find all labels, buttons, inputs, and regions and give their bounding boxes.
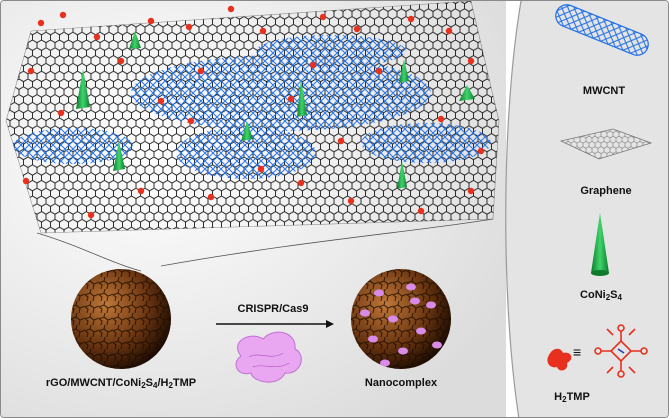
rgo-mwcnt-coni2s4-h2tmp-sphere: [71, 269, 171, 369]
mwcnt-bundle: [176, 127, 316, 179]
mwcnt-bundle: [256, 35, 406, 67]
h2tmp-dot: [57, 109, 65, 117]
h2tmp-dot: [297, 179, 305, 187]
cas9-spot: [374, 289, 384, 297]
coni2s4-legend-icon: [591, 213, 609, 276]
h2tmp-dot: [287, 95, 295, 103]
h2tmp-dot: [59, 11, 67, 19]
h2tmp-dot: [477, 147, 485, 155]
h2tmp-molecules: [22, 5, 485, 219]
graphene-legend-icon: [559, 128, 653, 160]
h2tmp-dot: [337, 137, 345, 145]
legend-panel-background: [505, 1, 668, 417]
h2tmp-dot: [185, 23, 193, 31]
h2tmp-dot: [467, 57, 475, 65]
start-material-label: rGO/MWCNT/CoNi2S4/H2TMP: [45, 377, 197, 390]
coni2s4-cones: [76, 31, 475, 189]
cas9-spot: [416, 327, 426, 335]
reaction-arrow: [216, 320, 334, 328]
h2tmp-dot: [347, 197, 355, 205]
mwcnt-bundles: [13, 35, 491, 179]
cas9-spot: [426, 301, 436, 309]
cas9-spot: [398, 347, 408, 355]
cas9-spot: [360, 309, 370, 317]
h2tmp-dot: [87, 211, 95, 219]
cas9-spot: [406, 283, 416, 291]
h2tmp-dot: [187, 117, 195, 125]
crispr-cas9-protein: [235, 331, 302, 383]
h2tmp-dot: [207, 193, 215, 201]
h2tmp-dot: [27, 67, 35, 75]
h2tmp-dot: [227, 5, 235, 13]
panel-divider: [505, 1, 522, 417]
h2tmp-structure-legend-icon: [594, 324, 648, 378]
h2tmp-dot: [197, 67, 205, 75]
h2tmp-dot: [319, 13, 327, 21]
h2tmp-dot: [417, 207, 425, 215]
h2tmp-dot: [375, 67, 383, 75]
h2tmp-dot: [147, 17, 155, 25]
end-product-label: Nanocomplex: [364, 377, 438, 389]
mwcnt-bundle: [361, 123, 491, 163]
cas9-spot: [432, 341, 442, 349]
cas9-spot: [388, 315, 398, 323]
h2tmp-dot: [407, 15, 415, 23]
legend-h2tmp-label: H2TMP: [554, 391, 590, 404]
h2tmp-dot: [137, 187, 145, 195]
nanocomplex-sphere: [351, 269, 451, 369]
cas9-spot: [410, 297, 420, 305]
h2tmp-dot: [259, 27, 267, 35]
h2tmp-dot: [257, 165, 265, 173]
h2tmp-dot: [445, 27, 453, 35]
h2tmp-dot-legend-icon: [547, 348, 572, 371]
h2tmp-dot: [22, 177, 30, 185]
legend-graphene-label: Graphene: [580, 185, 632, 197]
cas9-spot: [368, 335, 378, 343]
legend-coni2s4-label: CoNi2S4: [580, 289, 622, 302]
h2tmp-dot: [309, 61, 317, 69]
arrow-label: CRISPR/Cas9: [237, 303, 309, 315]
h2tmp-dot: [353, 25, 361, 33]
bound-cas9-spots: [360, 283, 442, 367]
h2tmp-dot: [157, 97, 165, 105]
mwcnt-bundle: [13, 128, 133, 164]
equivalence-symbol: ≡: [573, 344, 582, 360]
h2tmp-dot: [467, 187, 475, 195]
legend-mwcnt-label: MWCNT: [582, 85, 626, 97]
cas9-spot: [380, 359, 390, 367]
h2tmp-dot: [93, 33, 101, 41]
h2tmp-dot: [37, 19, 45, 27]
zoom-callout-lines: [36, 218, 494, 272]
h2tmp-dot: [117, 57, 125, 65]
mwcnt-bundle: [131, 55, 431, 131]
h2tmp-dot: [437, 115, 445, 123]
mwcnt-legend-icon: [555, 4, 649, 56]
